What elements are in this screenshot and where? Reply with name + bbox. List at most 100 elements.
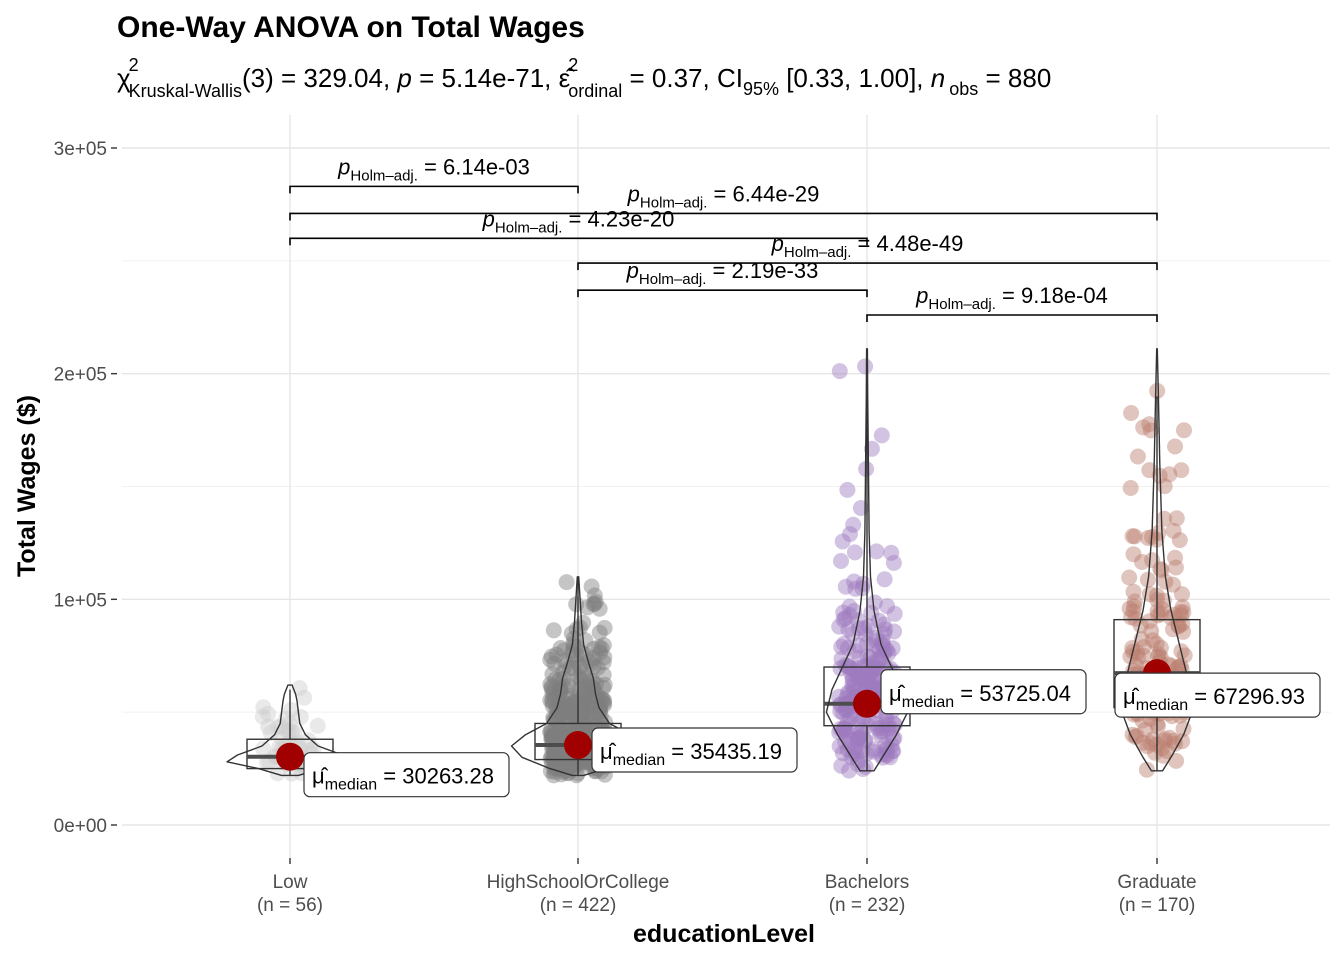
data-point (1141, 462, 1158, 479)
x-axis: Low(n = 56) HighSchoolOrCollege(n = 422) B… (257, 858, 1197, 916)
data-point (255, 699, 272, 716)
data-point (556, 757, 573, 774)
data-point (846, 739, 863, 756)
data-point (545, 759, 562, 776)
data-point (885, 715, 902, 732)
subtitle-epsilon-sup: 2 (568, 55, 578, 75)
data-point (836, 635, 852, 652)
data-point (552, 728, 568, 745)
data-point (574, 716, 591, 733)
median-mu: μ̂ (312, 764, 329, 789)
data-point (543, 648, 560, 665)
data-point (1135, 419, 1152, 436)
data-point (841, 685, 858, 702)
data-point (583, 656, 600, 673)
data-point (875, 723, 892, 740)
data-point (559, 701, 576, 718)
data-point (543, 678, 560, 695)
comparison-p-sub: Holm–adj. (784, 244, 852, 261)
data-point (564, 643, 581, 660)
data-point (580, 692, 597, 709)
data-point (584, 700, 601, 717)
data-point (855, 761, 871, 777)
data-point (558, 703, 575, 720)
median-label: μ̂median = 53725.04 (889, 681, 1071, 711)
data-point (850, 730, 867, 747)
data-point (877, 737, 894, 754)
comparison-p: p (915, 283, 928, 308)
data-point (1170, 617, 1187, 634)
data-point (571, 681, 588, 698)
data-point (543, 724, 560, 741)
data-point (877, 716, 893, 733)
data-point (596, 692, 613, 709)
data-point (573, 707, 589, 724)
data-point (595, 694, 612, 711)
data-point (551, 726, 568, 743)
data-point (555, 750, 572, 767)
data-point (1123, 405, 1140, 421)
data-point (547, 758, 564, 775)
data-point (856, 658, 873, 675)
x-tick-n-label: (n = 56) (257, 895, 323, 916)
median-value: = 30263.28 (377, 764, 494, 789)
data-point (1156, 510, 1173, 527)
data-point (551, 717, 568, 734)
data-point (872, 723, 889, 740)
data-point (558, 696, 575, 713)
data-point (585, 689, 602, 706)
data-point (875, 616, 892, 633)
x-tick-n-label: (n = 170) (1119, 895, 1196, 916)
data-point (543, 754, 560, 771)
data-point (841, 762, 857, 779)
data-point (1134, 554, 1150, 570)
data-point (1157, 731, 1174, 748)
data-point (575, 667, 592, 684)
data-point (878, 642, 895, 659)
data-point (575, 685, 592, 702)
comparison-p-sub: Holm–adj. (495, 219, 563, 236)
comparison-label: pHolm–adj. = 4.48e-49 (771, 231, 964, 261)
data-point (1165, 522, 1182, 539)
subtitle-n-symbol: n (931, 63, 945, 93)
comparison-bracket (577, 262, 1158, 271)
data-point (831, 363, 848, 380)
data-point (1122, 480, 1139, 496)
data-point (838, 723, 855, 740)
data-point (874, 636, 891, 653)
data-point (547, 760, 564, 777)
data-point (591, 600, 608, 617)
comparison-label: pHolm–adj. = 6.14e-03 (337, 154, 530, 184)
data-point (1147, 744, 1163, 761)
data-point (586, 587, 603, 604)
subtitle-n-value: = 880 (978, 63, 1051, 93)
x-tick-n-label: (n = 422) (540, 895, 617, 916)
data-point (831, 724, 848, 741)
data-point (1168, 510, 1185, 527)
median-sub: median (1136, 697, 1188, 714)
data-point (544, 730, 561, 747)
comparison-p-value: = 2.19e-33 (706, 258, 818, 283)
data-point (552, 682, 569, 699)
data-point (858, 669, 875, 686)
data-point (585, 679, 602, 696)
data-point (591, 699, 608, 716)
data-point (860, 677, 877, 694)
data-point (842, 660, 859, 677)
data-point (1167, 559, 1184, 576)
data-point (844, 677, 861, 694)
data-point (552, 701, 569, 718)
data-point (552, 679, 569, 696)
data-point (1172, 604, 1189, 621)
data-point (559, 705, 576, 722)
data-point (585, 681, 602, 698)
data-point (557, 699, 574, 716)
data-point (851, 649, 868, 666)
x-axis-title: educationLevel (633, 920, 815, 948)
data-point (884, 640, 901, 657)
data-point (1126, 528, 1143, 545)
data-point (552, 708, 569, 725)
data-point (1125, 546, 1142, 563)
data-point (1174, 586, 1190, 603)
